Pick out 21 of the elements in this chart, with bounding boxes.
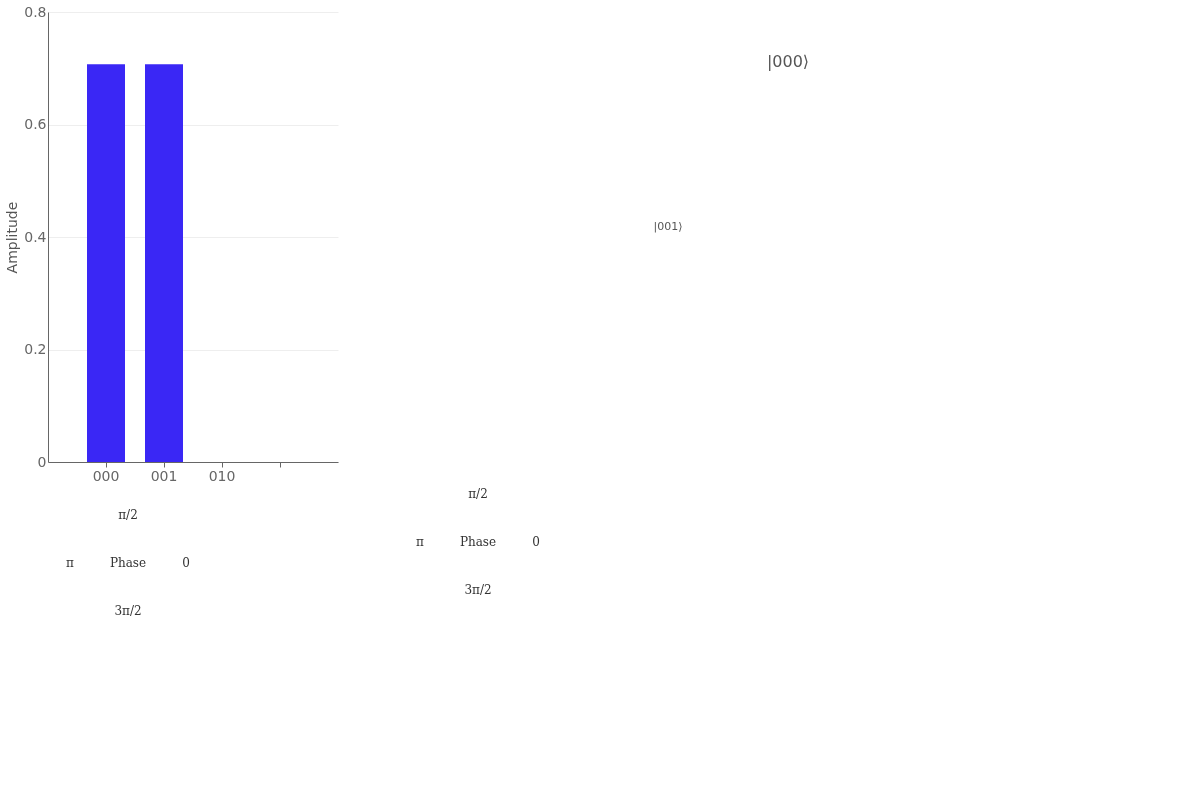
text: Phase (109, 556, 147, 570)
text: π/2 (468, 487, 488, 501)
text: π (66, 556, 75, 570)
y-tick-label: 0.8 (24, 3, 47, 20)
y-axis-title: Amplitude (4, 201, 21, 274)
text: |000⟩ (766, 52, 810, 71)
y-tick-label: 0.4 (24, 228, 47, 245)
text: π/2 (118, 508, 138, 522)
text: 0 (182, 556, 190, 570)
y-tick-label: 0.6 (24, 116, 47, 132)
y-tick-label: 0.2 (24, 341, 47, 357)
text: 3π/2 (464, 583, 492, 597)
text: 3π/2 (114, 604, 142, 618)
x-tick-label: 001 (150, 467, 178, 484)
text: Phase (459, 535, 497, 549)
text: 0 (532, 535, 540, 549)
x-tick-label: 000 (92, 467, 120, 484)
y-tick-label: 0 (37, 453, 47, 470)
x-tick-label: 010 (208, 467, 236, 484)
text: |001⟩ (653, 220, 683, 233)
text: π (416, 535, 425, 549)
